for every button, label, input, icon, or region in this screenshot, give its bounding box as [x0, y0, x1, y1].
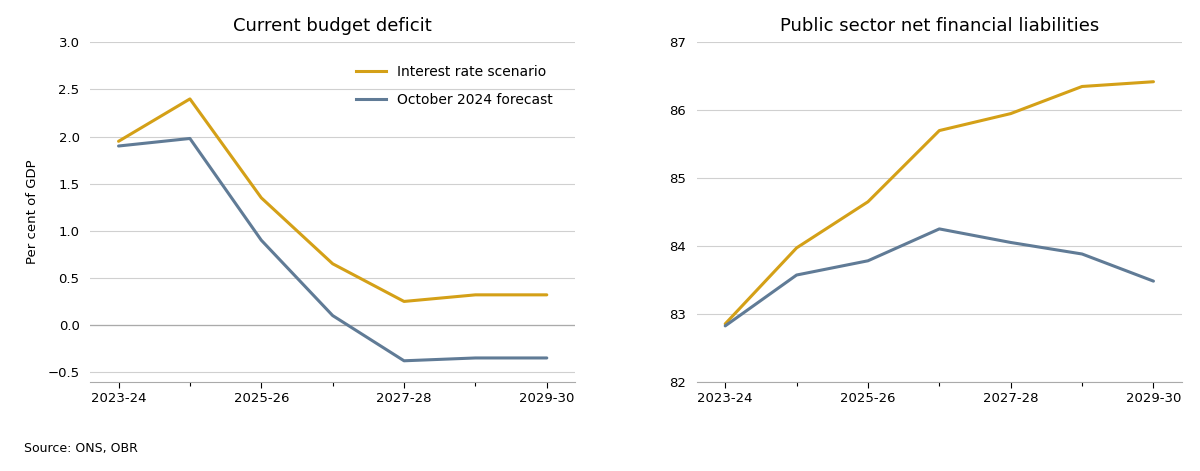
Title: Current budget deficit: Current budget deficit: [233, 17, 432, 35]
Title: Public sector net financial liabilities: Public sector net financial liabilities: [780, 17, 1099, 35]
Legend: Interest rate scenario, October 2024 forecast: Interest rate scenario, October 2024 for…: [350, 59, 559, 113]
Y-axis label: Per cent of GDP: Per cent of GDP: [26, 160, 40, 264]
Text: Source: ONS, OBR: Source: ONS, OBR: [24, 441, 138, 455]
